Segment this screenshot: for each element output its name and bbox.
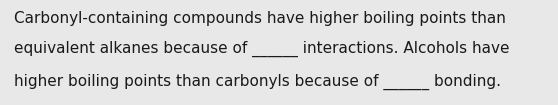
Text: Carbonyl-containing compounds have higher boiling points than: Carbonyl-containing compounds have highe…: [14, 11, 506, 26]
Text: higher boiling points than carbonyls because of ______ bonding.: higher boiling points than carbonyls bec…: [14, 74, 501, 90]
Text: equivalent alkanes because of ______ interactions. Alcohols have: equivalent alkanes because of ______ int…: [14, 41, 509, 57]
